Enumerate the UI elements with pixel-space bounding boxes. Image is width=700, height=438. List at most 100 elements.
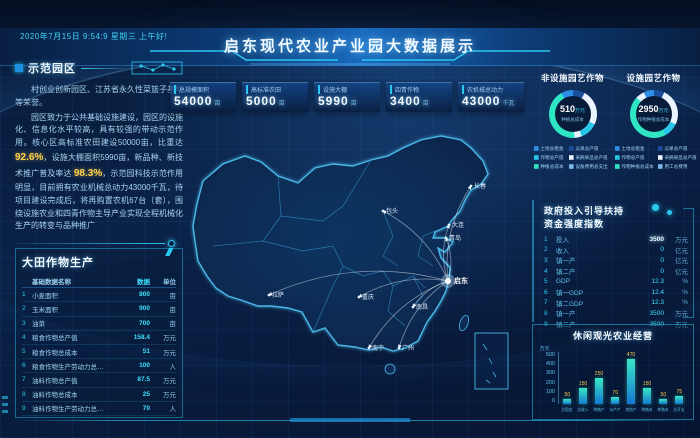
stat-label: 总规模面积: [174, 85, 232, 94]
bar-column: 75 总开支: [673, 352, 684, 412]
donut-title: 非设施园艺作物: [540, 73, 604, 83]
stat-value: 5990 亩: [318, 94, 357, 108]
flight-route: [446, 185, 472, 282]
demo-park-title-row: 示范园区: [15, 60, 183, 76]
city-label: 南昌: [416, 303, 428, 311]
legend-swatch-icon: [658, 146, 663, 151]
row-index: 1: [544, 235, 548, 243]
flight-route: [268, 270, 449, 296]
table-row: 7 镇二GDP 12.3%: [544, 298, 688, 309]
city-label: 包头: [386, 207, 398, 215]
legend-swatch-icon: [568, 155, 574, 160]
row-name: GDP: [556, 278, 571, 286]
row-index: 6: [544, 288, 548, 296]
city-label: 广州: [402, 344, 414, 352]
stat-label: 农机械总动力: [462, 85, 520, 94]
donut-caption: 种植总成本: [561, 117, 584, 123]
table-row: 6 粮食作物生产劳动力总… 100 人: [22, 359, 176, 374]
y-tick: 400: [545, 361, 555, 368]
city-label: 南宁: [372, 344, 384, 352]
flight-routes: [268, 185, 472, 349]
bar: [563, 399, 571, 404]
stat-card: 高标准农田 5000 亩: [242, 82, 308, 112]
row-name: 小麦面积: [32, 292, 58, 300]
city-label: 长春: [474, 182, 486, 190]
park-text-segment: 园区致力于公共基础设施建设，园区的设施化、信息化水平较高，具有较强的带动示范作用…: [15, 112, 183, 148]
title-line: [81, 67, 126, 69]
row-index: 8: [544, 309, 548, 317]
row-index: 3: [544, 256, 548, 264]
donut-legend: 土地总租金 瓜果总产值 作物总产值 采摘果品总产值 种植总成本 设备费用总支出: [532, 145, 613, 170]
bar-column: 150 总收入: [577, 352, 588, 412]
stat-cards-row: 总规模面积 54000 亩高标准农田 5000 亩设施大棚 5990 亩四青作物 3400 亩农…: [170, 82, 524, 112]
legend-swatch-icon: [615, 146, 620, 151]
row-value: 700: [139, 319, 150, 327]
header-band: 启东现代农业产业园大数据展示: [0, 28, 700, 66]
y-tick: 500: [545, 352, 555, 358]
stat-card: 农机械总动力 43000 千瓦: [458, 82, 524, 112]
city-dot: [411, 305, 415, 309]
row-unit: %: [682, 288, 688, 296]
bar-value-label: 50: [660, 392, 666, 398]
park-paragraph: 村创业创新园区、江苏省永久性菜篮子基地等荣誉。: [15, 84, 183, 110]
bars-plot: 50 总租金 150 总收入 250 种植产 70 水产产 470 其他产 150 种植本 50 养殖本 7…: [558, 352, 687, 412]
stat-unit: 亩: [350, 101, 357, 107]
gov-title-line1: 政府投入引导扶持: [544, 206, 625, 216]
row-unit: 人: [169, 406, 177, 414]
bar: [611, 397, 619, 404]
legend-item: 种植总成本: [534, 163, 565, 170]
panel-leisure-agri: 休闲观光农业经营 万元 500 400 300 200 100 0 50 总租金 150 总收入…: [532, 324, 694, 420]
donut-block: 非设施园艺作物 510万元 种植总成本 土地总租金 瓜果总产值 作物总产值 采摘果品总产值种…: [532, 72, 613, 170]
donut-caption: 作物种植总成本: [637, 117, 670, 123]
table-row: 3 油菜 700 亩: [22, 317, 176, 331]
flight-route: [445, 237, 452, 282]
highlight-value: 92.6%: [15, 151, 44, 163]
table-row: 1 投入 3500 万元: [544, 234, 688, 245]
row-unit: 亩: [169, 306, 177, 314]
y-tick: 200: [545, 379, 555, 386]
legend-label: 采摘果品总产值: [664, 155, 697, 161]
row-index: 3: [22, 319, 26, 327]
gov-title-line2: 资金强度指数: [544, 219, 605, 229]
china-map: 长春 包头 大连 青岛 拉萨 重庆 南昌 南宁 广州 启东: [183, 126, 527, 422]
legend-label: 作物总产值: [621, 155, 645, 161]
row-index: 9: [22, 404, 26, 412]
row-value: 25: [142, 390, 150, 398]
bar-value-label: 250: [594, 371, 604, 377]
table-row: 6 镇一GDP 12.4%: [544, 287, 688, 298]
row-value: 0: [660, 246, 664, 254]
row-index: 2: [544, 246, 548, 254]
flight-route: [358, 278, 449, 298]
legend-item: 作物种植总成本: [615, 163, 654, 170]
y-tick: 0: [551, 397, 555, 404]
circuit-deco-icon: [131, 61, 183, 75]
legend-swatch-icon: [615, 164, 620, 169]
stat-label: 高标准农田: [246, 85, 304, 94]
title-bullet-icon: [15, 64, 23, 72]
row-index: 5: [22, 348, 26, 356]
table-row: 2 玉米面积 900 亩: [22, 302, 177, 317]
row-index: 5: [544, 278, 548, 286]
legend-swatch-icon: [568, 164, 574, 169]
row-value: 3500: [649, 235, 664, 243]
row-value: 12.3: [651, 299, 664, 307]
stat-card: 四青作物 3400 亩: [386, 82, 452, 112]
table-row: 5 粮食作物总成本 51 万元: [22, 345, 176, 360]
table-row: 1 小麦面积 800 亩: [22, 288, 176, 303]
bar-value-label: 50: [564, 392, 570, 398]
row-name: 镇二产: [556, 322, 576, 330]
row-unit: 万元: [163, 377, 176, 385]
row-unit: 万元: [675, 237, 688, 245]
row-name: 镇二产: [556, 269, 576, 277]
bar-value-label: 75: [676, 389, 682, 395]
legend-label: 瓜果总产值: [575, 146, 599, 152]
city-dot: [367, 346, 371, 350]
city-label: 拉萨: [272, 291, 284, 299]
legend-swatch-icon: [534, 146, 539, 151]
stat-value: 5000 亩: [246, 94, 285, 108]
bar-column: 250 种植产: [593, 352, 604, 412]
field-crops-table: 基础数据名称 数据 单位 1 小麦面积 800 亩 2 玉米面积 900 亩 3 油菜 700 亩 4 粮…: [22, 274, 176, 416]
table-row: 8 镇一产 3500 万元: [544, 308, 688, 319]
city-dot: [357, 295, 361, 299]
